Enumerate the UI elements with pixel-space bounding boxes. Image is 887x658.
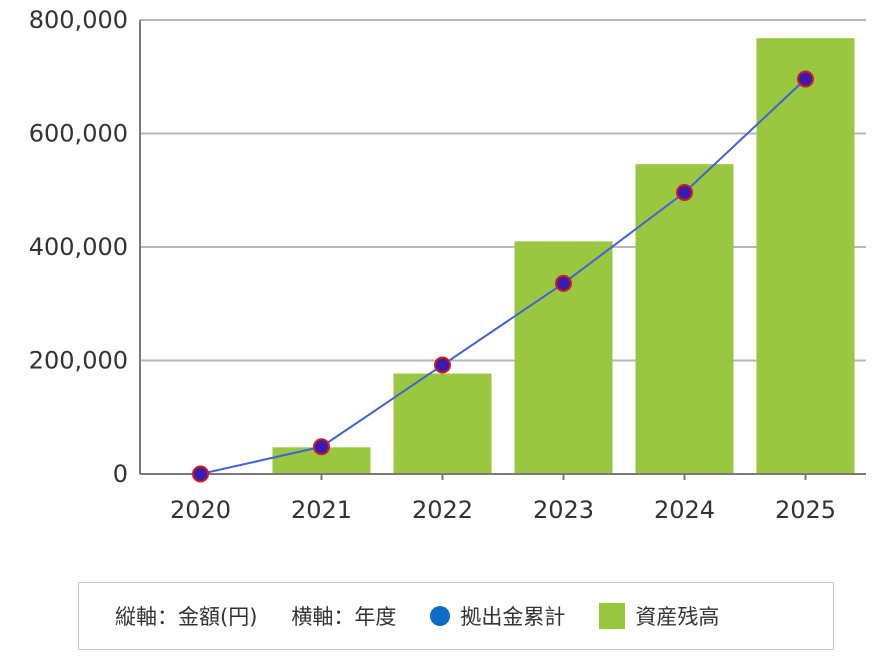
- y-tick-label: 800,000: [29, 6, 128, 34]
- bar: [756, 38, 855, 474]
- legend-line-label: 拠出金累計: [460, 605, 566, 629]
- y-tick-label: 400,000: [29, 233, 128, 261]
- bar: [635, 164, 734, 474]
- y-tick-label: 600,000: [29, 120, 128, 148]
- legend-vertical-axis: 縦軸：金額(円): [115, 605, 258, 629]
- legend-bar-label: 資産残高: [635, 605, 720, 629]
- x-tick-label: 2024: [654, 496, 715, 524]
- bar: [393, 373, 492, 474]
- line-point: [313, 438, 330, 456]
- x-tick-label: 2022: [412, 496, 473, 524]
- line-point: [555, 274, 572, 292]
- legend-horizontal-axis: 横軸：年度: [291, 605, 397, 629]
- x-tick-label: 2023: [533, 496, 594, 524]
- x-tick-label: 2020: [170, 496, 231, 524]
- line-point: [676, 184, 693, 202]
- legend: 縦軸：金額(円) 横軸：年度 拠出金累計 資産残高: [78, 582, 834, 650]
- line-series-path: [200, 78, 807, 475]
- y-tick-label: 200,000: [29, 347, 128, 375]
- legend-item-balance: 資産残高: [599, 601, 719, 631]
- line-point: [797, 70, 814, 88]
- line-point: [434, 356, 451, 374]
- legend-bar-swatch-icon: [599, 603, 626, 629]
- legend-item-contribution: 拠出金累計: [430, 601, 565, 631]
- line-point: [192, 465, 209, 483]
- y-tick-label: 0: [113, 460, 128, 488]
- x-tick-label: 2021: [291, 496, 352, 524]
- x-tick-label: 2025: [775, 496, 836, 524]
- legend-line-marker-icon: [430, 606, 451, 626]
